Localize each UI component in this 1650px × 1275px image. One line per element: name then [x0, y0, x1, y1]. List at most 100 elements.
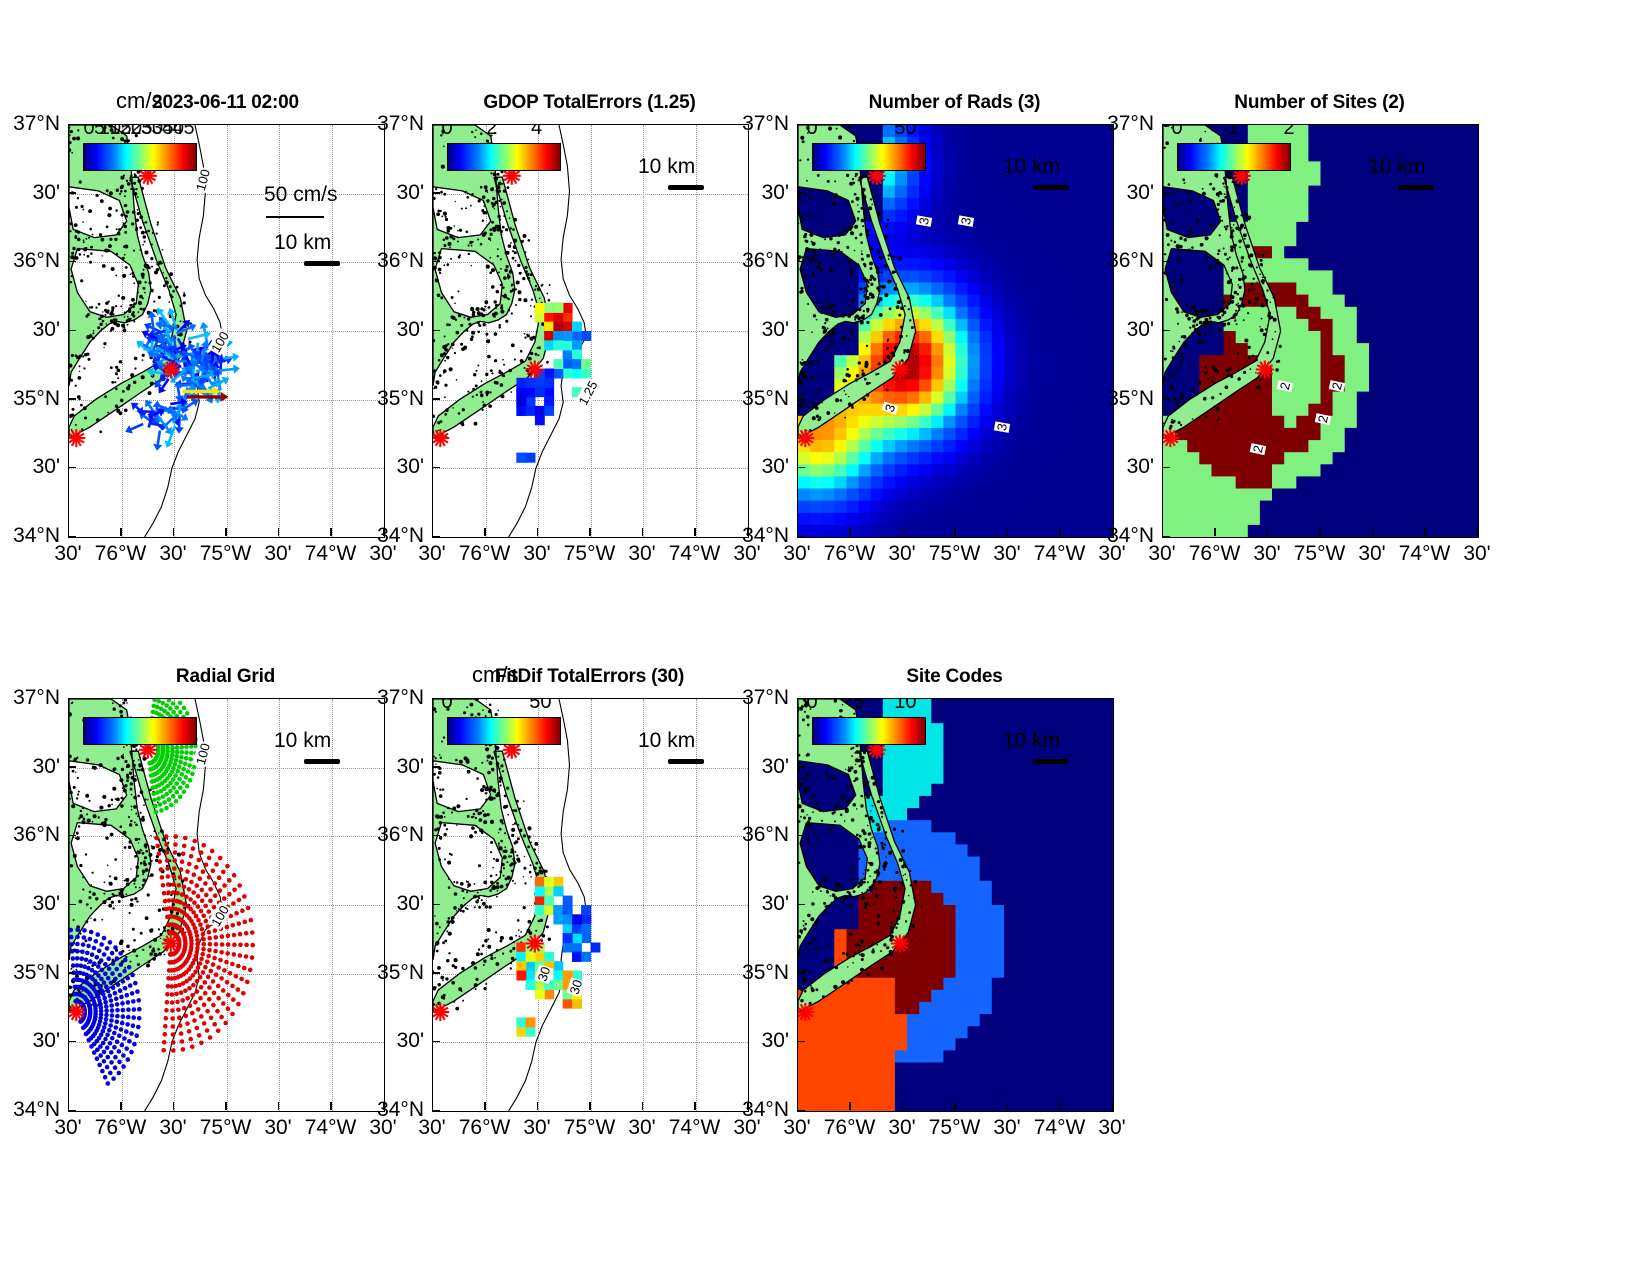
- data-cell: [931, 699, 945, 712]
- data-cell: [991, 844, 1005, 858]
- radial-point: [105, 975, 111, 981]
- colorbar-sitecodes: [812, 717, 926, 745]
- radial-point: [243, 954, 249, 959]
- data-cell: [1369, 209, 1382, 223]
- gridline-vertical: [695, 125, 697, 537]
- plot-area-radialgrid: 10 km 100 100: [68, 698, 385, 1112]
- data-cell: [919, 808, 933, 821]
- data-cell: [870, 1014, 884, 1027]
- data-cell: [894, 747, 908, 761]
- data-cell: [967, 929, 981, 943]
- radial-point: [237, 953, 243, 958]
- colorbar-tick-label: 30: [140, 124, 164, 139]
- radial-point: [205, 1008, 210, 1014]
- data-cell: [1004, 699, 1017, 712]
- data-cell: [1004, 965, 1017, 979]
- data-cell: [1028, 929, 1042, 943]
- data-cell: [1441, 197, 1455, 211]
- data-cell: [1332, 355, 1346, 369]
- map-canvas-gdop: [433, 125, 592, 537]
- data-cell: [955, 759, 969, 773]
- data-cell: [834, 452, 847, 465]
- data-cell: [1441, 125, 1455, 138]
- data-cell: [1076, 318, 1090, 332]
- x-axis-tick-label: 75°W: [1293, 542, 1346, 565]
- data-cell: [1100, 294, 1113, 308]
- data-cell: [1100, 403, 1113, 417]
- data-cell: [1356, 197, 1370, 211]
- radial-point: [115, 1013, 120, 1019]
- x-axis-tick-label: 75°W: [928, 1116, 981, 1139]
- x-axis-tick-mark: [694, 528, 696, 536]
- radial-point: [189, 744, 194, 749]
- data-cell: [1320, 149, 1334, 163]
- x-axis-tick-mark: [172, 528, 174, 536]
- data-cell: [991, 149, 1005, 162]
- y-axis-tick-mark: [797, 466, 805, 469]
- data-cell: [1040, 488, 1053, 502]
- data-cell: [846, 989, 860, 1003]
- data-cell: [1028, 808, 1042, 821]
- data-cell: [907, 1098, 920, 1111]
- data-cell: [1441, 282, 1455, 296]
- data-cell: [967, 1086, 981, 1100]
- data-cell: [1259, 379, 1273, 393]
- x-axis-tick-label: 76°W: [1188, 542, 1241, 565]
- data-cell: [858, 488, 872, 502]
- data-cell: [1016, 723, 1029, 737]
- data-cell: [1064, 173, 1078, 187]
- radial-point: [103, 1000, 108, 1005]
- data-cell: [858, 977, 872, 991]
- data-cell: [1417, 197, 1431, 211]
- data-cell: [943, 318, 957, 332]
- data-cell: [967, 343, 981, 356]
- data-cell: [1369, 173, 1382, 187]
- data-cell: [991, 464, 1005, 477]
- data-cell: [516, 1026, 527, 1037]
- radial-point: [249, 955, 255, 960]
- radial-point: [232, 887, 237, 893]
- radar-site-marker-site-south: [433, 740, 544, 1022]
- x-axis-tick-mark: [67, 1102, 69, 1110]
- data-cell: [967, 759, 981, 773]
- data-cell: [943, 379, 957, 393]
- data-cell: [1296, 367, 1310, 381]
- radial-point: [181, 901, 187, 907]
- radial-point: [102, 1075, 108, 1080]
- data-cell: [1429, 294, 1443, 308]
- data-cell: [955, 941, 969, 955]
- data-cell: [907, 771, 920, 785]
- data-cell: [907, 512, 920, 526]
- data-cell: [1028, 125, 1041, 138]
- radial-point: [190, 993, 195, 998]
- data-cell: [1016, 488, 1029, 502]
- data-cell: [955, 1014, 969, 1027]
- y-axis-tick-label: 30': [1126, 455, 1154, 479]
- data-cell: [955, 1001, 969, 1015]
- radial-point: [207, 941, 213, 947]
- radial-point: [112, 990, 118, 996]
- data-cell: [1052, 892, 1066, 906]
- data-cell: [1016, 759, 1029, 773]
- radial-point: [191, 890, 196, 895]
- data-cell: [562, 942, 573, 953]
- data-cell: [1040, 856, 1054, 870]
- data-cell: [894, 391, 908, 405]
- data-cell: [955, 917, 969, 930]
- radial-point: [95, 1047, 100, 1053]
- data-cell: [516, 396, 527, 407]
- radial-point: [137, 1006, 142, 1012]
- data-cell: [1076, 524, 1090, 537]
- data-cell: [882, 953, 896, 967]
- data-cell: [1076, 125, 1090, 138]
- data-cell: [1076, 747, 1090, 761]
- data-cell: [943, 1098, 957, 1111]
- data-cell: [1004, 795, 1017, 809]
- data-cell: [1296, 452, 1310, 466]
- data-cell: [919, 759, 933, 773]
- data-cell: [979, 512, 993, 526]
- data-cell: [544, 979, 555, 990]
- data-cell: [1076, 185, 1090, 199]
- radial-point: [183, 988, 188, 994]
- data-cell: [943, 735, 957, 749]
